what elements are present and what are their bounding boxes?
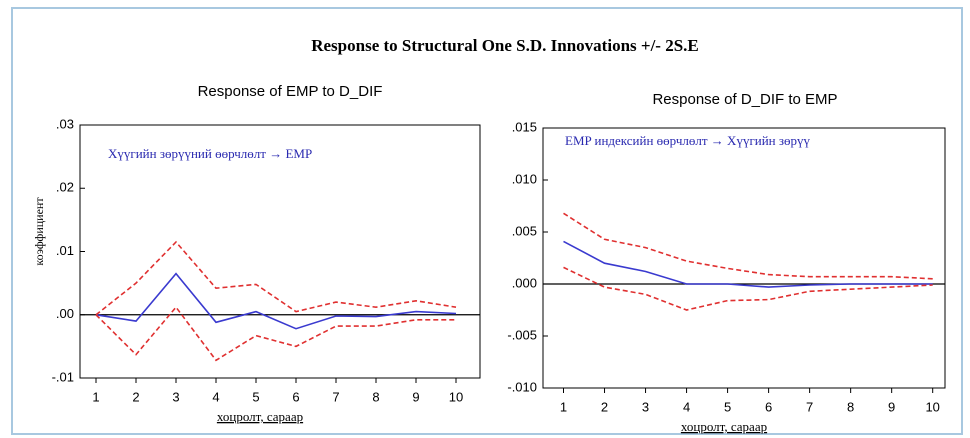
x-tick-label: 2 bbox=[601, 399, 608, 414]
annotation: Хүүгийн зөрүүний өөрчлөлт → EMP bbox=[108, 146, 312, 161]
x-tick-label: 8 bbox=[372, 389, 379, 404]
x-tick-label: 6 bbox=[765, 399, 772, 414]
y-tick-label: .02 bbox=[56, 180, 74, 195]
x-tick-label: 3 bbox=[642, 399, 649, 414]
y-tick-label: .005 bbox=[512, 223, 537, 238]
x-axis-label: хоцролт, сараар bbox=[681, 419, 767, 434]
x-tick-label: 5 bbox=[724, 399, 731, 414]
plot-area bbox=[542, 127, 946, 389]
x-tick-label: 1 bbox=[92, 389, 99, 404]
x-tick-label: 7 bbox=[806, 399, 813, 414]
figure-title: Response to Structural One S.D. Innovati… bbox=[311, 36, 699, 55]
response-line bbox=[95, 240, 457, 316]
chart-title: Response of EMP to D_DIF bbox=[198, 83, 383, 100]
y-tick-label: -.01 bbox=[52, 369, 74, 384]
x-tick-label: 9 bbox=[888, 399, 895, 414]
frame bbox=[11, 7, 963, 435]
x-tick-label: 6 bbox=[292, 389, 299, 404]
x-axis-label: хоцролт, сараар bbox=[217, 409, 303, 424]
x-tick-label: 10 bbox=[449, 389, 463, 404]
x-tick-label: 4 bbox=[683, 399, 690, 414]
x-tick-label: 5 bbox=[252, 389, 259, 404]
y-axis-label: коэффициент bbox=[32, 197, 46, 266]
annotation: EMP индексийн өөрчлөлт → Хүүгийн зөрүү bbox=[565, 133, 811, 148]
y-tick-label: .00 bbox=[56, 306, 74, 321]
y-tick-label: .010 bbox=[512, 171, 537, 186]
x-tick-label: 8 bbox=[847, 399, 854, 414]
response-line bbox=[563, 240, 933, 288]
response-line bbox=[563, 212, 933, 280]
chart-title: Response of D_DIF to EMP bbox=[652, 91, 837, 108]
x-tick-label: 2 bbox=[132, 389, 139, 404]
y-tick-label: .01 bbox=[56, 243, 74, 258]
x-tick-label: 4 bbox=[212, 389, 219, 404]
y-tick-label: .000 bbox=[512, 275, 537, 290]
x-tick-label: 3 bbox=[172, 389, 179, 404]
y-tick-label: .03 bbox=[56, 116, 74, 131]
x-tick-label: 9 bbox=[412, 389, 419, 404]
x-tick-label: 1 bbox=[560, 399, 567, 414]
y-tick-label: -.005 bbox=[507, 327, 537, 342]
y-tick-label: .015 bbox=[512, 119, 537, 134]
response-line bbox=[95, 272, 457, 330]
x-tick-label: 10 bbox=[925, 399, 939, 414]
y-tick-label: -.010 bbox=[507, 379, 537, 394]
x-tick-label: 7 bbox=[332, 389, 339, 404]
response-line bbox=[95, 305, 456, 362]
response-line bbox=[563, 266, 933, 311]
